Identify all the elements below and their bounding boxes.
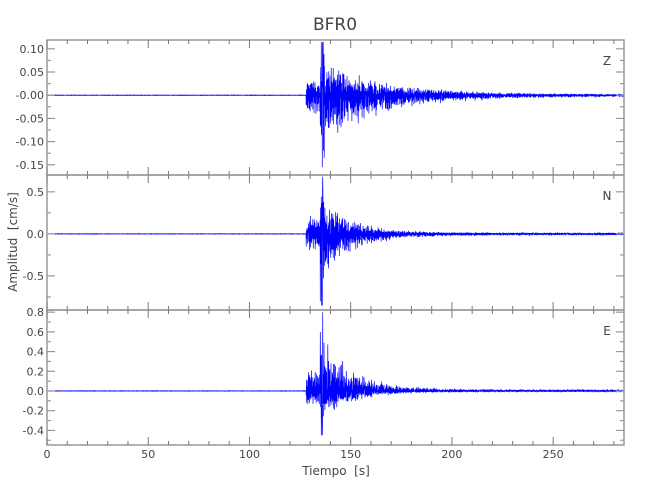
y-tick-label: 0.5 (27, 186, 45, 199)
y-tick-label: 0.4 (27, 346, 45, 359)
y-tick-label: 0.10 (20, 43, 45, 56)
component-label-e: E (603, 324, 611, 338)
y-tick-label: -0.5 (23, 270, 44, 283)
waveform-n (46, 176, 625, 306)
x-tick-label: 50 (141, 448, 155, 461)
x-tick-label: 250 (543, 448, 564, 461)
x-tick-label: 100 (239, 448, 260, 461)
component-label-n: N (603, 189, 612, 203)
x-tick-label: 200 (441, 448, 462, 461)
y-tick-label: -0.4 (23, 424, 44, 437)
x-tick-label: 150 (340, 448, 361, 461)
component-label-z: Z (603, 54, 611, 68)
waveform-z (46, 41, 625, 168)
y-tick-label: 0.2 (27, 365, 45, 378)
y-tick-label: -0.10 (16, 136, 44, 149)
y-tick-label: -0.00 (16, 89, 44, 102)
y-tick-label: 0.0 (27, 385, 45, 398)
x-tick-label: 0 (44, 448, 51, 461)
y-tick-label: -0.05 (16, 112, 44, 125)
y-tick-label: 0.8 (27, 306, 45, 319)
y-tick-label: 0.05 (20, 66, 45, 79)
y-tick-label: 0.6 (27, 326, 45, 339)
chart-title: BFR0 (313, 15, 357, 35)
y-tick-label: -0.2 (23, 405, 44, 418)
y-tick-label: 0.0 (27, 228, 45, 241)
x-axis-label: Tiempo [s] (301, 464, 370, 478)
waveform-e (46, 312, 624, 436)
y-axis-label: Amplitud [cm/s] (6, 192, 20, 292)
panel-frame-e (46, 309, 625, 446)
y-tick-label: -0.15 (16, 159, 44, 172)
